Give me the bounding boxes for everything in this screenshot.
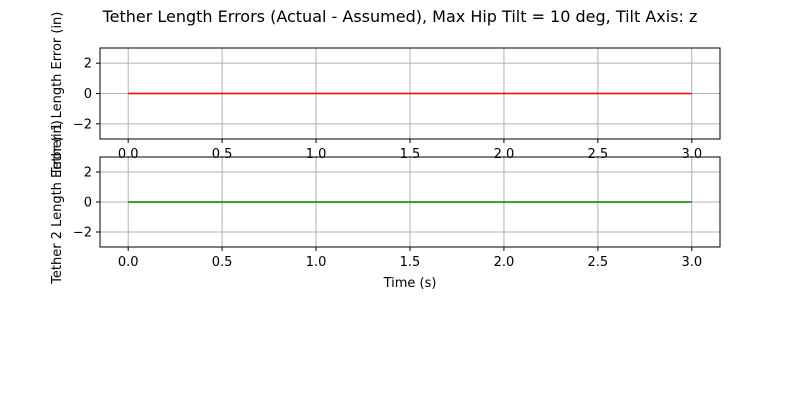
x-tick-label: 2.5 [588,147,609,162]
tether-2-subplot: 0.0 0.5 1.0 1.5 2.0 2.5 3.0 −2 0 2 Tether 2 Lengt… [50,120,721,291]
y-axis-label: Tether 1 Length Error (in) [50,12,65,177]
y-tick-label: 0 [84,196,92,211]
x-tick-label: 2.0 [494,255,515,270]
x-tick-label: 0.5 [212,147,233,162]
y-tick-label: 2 [84,166,92,181]
x-tick-label: 0.5 [212,255,233,270]
x-tick-label: 1.0 [306,147,327,162]
tether-1-subplot: 0.0 0.5 1.0 1.5 2.0 2.5 3.0 −2 0 2 Tether 1 Lengt… [50,12,721,177]
y-tick-label: −2 [73,226,92,241]
x-tick-label: 3.0 [681,255,702,270]
y-tick-label: −2 [73,117,92,132]
ticks: 0.0 0.5 1.0 1.5 2.0 2.5 3.0 −2 0 2 [73,57,702,162]
x-tick-label: 1.0 [306,255,327,270]
x-tick-label: 3.0 [681,147,702,162]
x-axis-label: Time (s) [383,276,437,291]
x-tick-label: 2.5 [588,255,609,270]
x-tick-label: 1.5 [400,255,421,270]
x-tick-label: 2.0 [494,147,515,162]
x-tick-label: 1.5 [400,147,421,162]
ticks: 0.0 0.5 1.0 1.5 2.0 2.5 3.0 −2 0 2 [73,166,702,271]
figure-title: Tether Length Errors (Actual - Assumed),… [102,7,698,26]
y-tick-label: 0 [84,87,92,102]
x-tick-label: 0.0 [118,147,139,162]
y-tick-label: 2 [84,57,92,72]
y-axis-label: Tether 2 Length Error (in) [50,120,65,285]
x-tick-label: 0.0 [118,255,139,270]
